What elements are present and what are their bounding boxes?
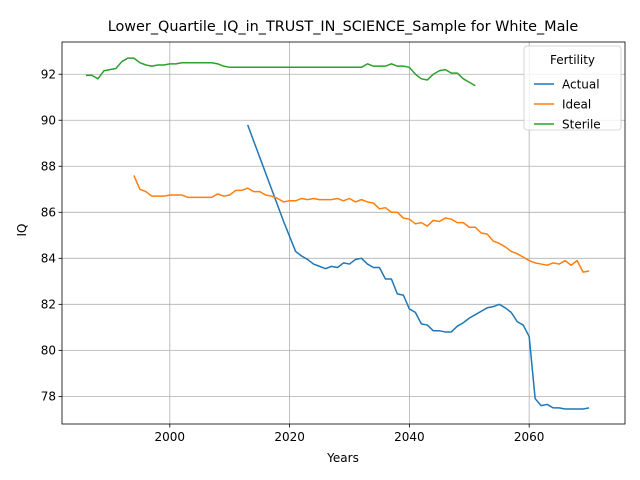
x-tick-label: 2060 [514, 430, 545, 444]
y-tick-label: 90 [41, 114, 56, 128]
x-axis-label: Years [326, 451, 359, 465]
x-tick-label: 2040 [394, 430, 425, 444]
chart-title: Lower_Quartile_IQ_in_TRUST_IN_SCIENCE_Sa… [108, 19, 579, 35]
y-tick-label: 82 [41, 298, 56, 312]
y-tick-label: 88 [41, 160, 56, 174]
x-tick-label: 2000 [155, 430, 186, 444]
y-tick-label: 80 [41, 344, 56, 358]
legend-title: Fertility [550, 53, 595, 67]
y-tick-label: 86 [41, 206, 56, 220]
y-tick-label: 78 [41, 390, 56, 404]
legend-label-actual: Actual [562, 77, 600, 91]
legend-label-sterile: Sterile [562, 117, 601, 131]
y-axis-label: IQ [15, 224, 29, 237]
legend-label-ideal: Ideal [562, 97, 591, 111]
y-tick-label: 84 [41, 252, 56, 266]
y-tick-label: 92 [41, 68, 56, 82]
legend: Fertility Actual Ideal Sterile [524, 46, 621, 131]
x-tick-label: 2020 [274, 430, 305, 444]
